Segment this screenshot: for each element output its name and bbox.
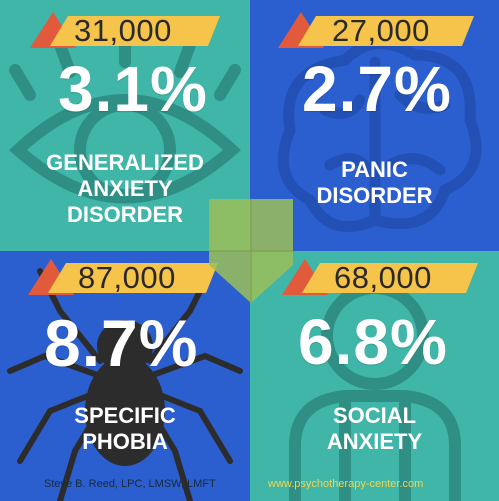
panel-panic-disorder: 27,000 2.7% PANIC DISORDER: [250, 0, 499, 251]
label-line: PHOBIA: [82, 429, 168, 454]
label-line: DISORDER: [66, 202, 184, 227]
count-banner: 27,000: [278, 12, 474, 48]
disorder-label: SPECIFIC PHOBIA: [0, 403, 250, 455]
banner-ribbon: [298, 16, 474, 46]
panel-generalized-anxiety: 31,000 3.1% GENERALIZED ANXIETY DISORDER: [0, 0, 250, 251]
percent-value: 2.7%: [302, 53, 452, 125]
banner-ribbon: [50, 16, 220, 46]
count-banner: 68,000: [282, 259, 478, 295]
banner-ribbon: [302, 263, 478, 293]
spider-icon: [7, 268, 243, 501]
disorder-label: GENERALIZED ANXIETY DISORDER: [0, 150, 250, 228]
label-line: GENERALIZED: [46, 150, 204, 175]
count-value: 68,000: [334, 260, 432, 295]
label-line: PANIC: [341, 157, 408, 182]
banner-ribbon: [48, 263, 218, 293]
brain-icon: [277, 38, 482, 233]
count-banner: 87,000: [28, 259, 218, 295]
disorder-label: SOCIAL ANXIETY: [250, 403, 499, 455]
label-line: ANXIETY: [326, 429, 423, 454]
label-line: SPECIFIC: [74, 403, 176, 428]
eye-icon: [9, 29, 241, 204]
label-line: SOCIAL: [332, 403, 417, 428]
disorder-label: PANIC DISORDER: [250, 157, 499, 209]
percent-value: 6.8%: [298, 306, 448, 378]
label-line: ANXIETY: [77, 176, 173, 201]
percent-value: 8.7%: [44, 306, 199, 380]
panel-social-anxiety: 68,000 6.8% SOCIAL ANXIETY: [250, 251, 499, 501]
count-value: 31,000: [74, 13, 172, 48]
count-value: 27,000: [332, 13, 430, 48]
center-arrow-icon: [209, 199, 293, 303]
label-line: DISORDER: [316, 183, 433, 208]
website-link[interactable]: www.psychotherapy-center.com: [268, 478, 424, 490]
count-value: 87,000: [78, 260, 176, 295]
panel-specific-phobia: 87,000 8.7% SPECIFIC PHOBIA: [0, 251, 250, 501]
count-banner: 31,000: [30, 12, 220, 48]
author-credit: Steve B. Reed, LPC, LMSW, LMFT: [44, 478, 216, 490]
percent-value: 3.1%: [58, 53, 208, 125]
